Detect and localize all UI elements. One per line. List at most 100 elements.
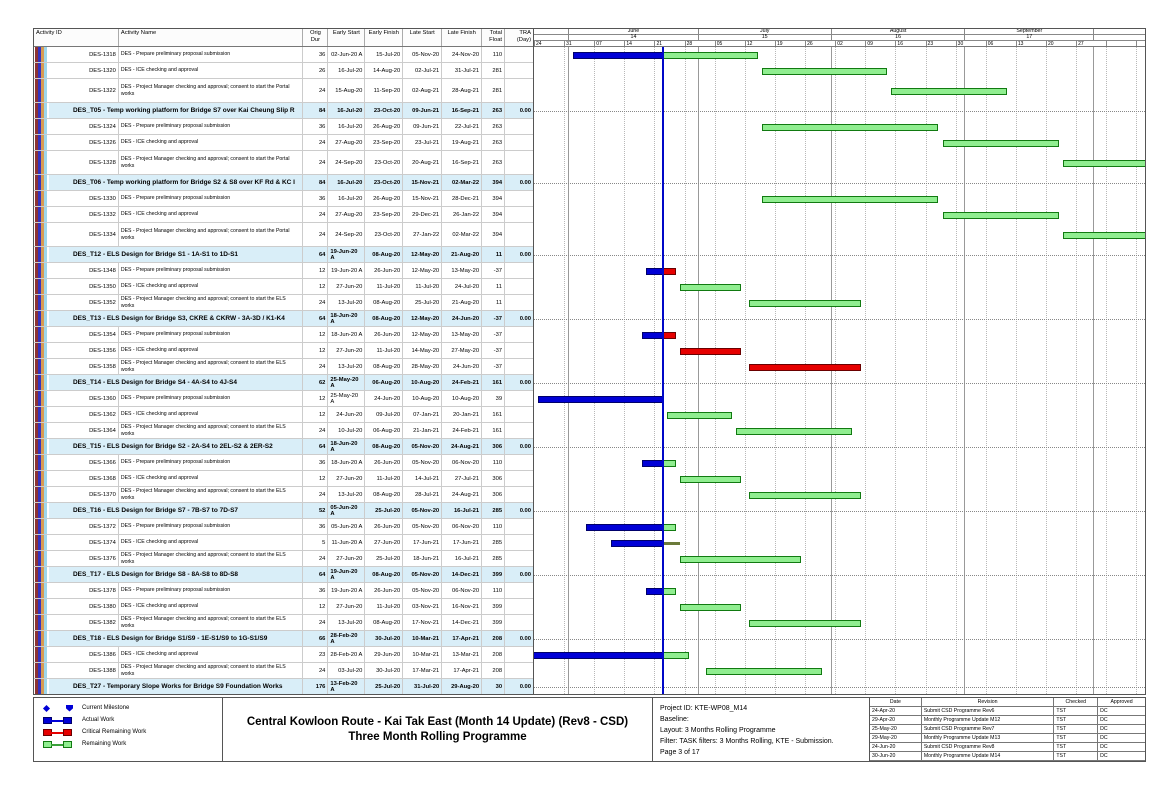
early-finish-value: 26-Jun-20: [365, 519, 404, 534]
orig-dur-value: 62: [303, 375, 329, 390]
tra-value: [505, 455, 533, 470]
gantt-row: [534, 63, 1145, 79]
late-finish-value: 24-Feb-21: [442, 423, 483, 438]
gantt-row: [534, 247, 1145, 263]
tra-value: [505, 263, 533, 278]
group-title: DES_T14 - ELS Design for Bridge S4 - 4A-…: [49, 375, 304, 390]
wbs-color-stripe: [34, 47, 49, 62]
early-start-value: 02-Jun-20 A: [328, 47, 366, 62]
tra-value: [505, 535, 533, 550]
total-float-value: 161: [482, 375, 506, 390]
activity-id: DES-1388: [49, 663, 119, 678]
orig-dur-value: 36: [303, 455, 329, 470]
column-header-tra: TRA (Day): [516, 30, 531, 43]
late-start-value: 05-Nov-20: [403, 519, 443, 534]
early-start-value: 18-Jun-20 A: [328, 455, 366, 470]
critical-bar: [663, 331, 676, 339]
revision-header-row: Date Revision Checked Approved: [870, 698, 1145, 707]
late-finish-value: 14-Dec-21: [442, 615, 483, 630]
table-row: DES-1334 DES - Project Manager checking a…: [34, 223, 533, 247]
activity-name: DES - Project Manager checking and appro…: [119, 295, 304, 310]
early-finish-value: 23-Oct-20: [365, 175, 404, 190]
early-finish-value: 06-Aug-20: [365, 423, 404, 438]
late-finish-value: 24-Nov-20: [442, 47, 483, 62]
orig-dur-value: 12: [303, 263, 329, 278]
table-row: DES-1360 DES - Prepare preliminary propos…: [34, 391, 533, 407]
total-float-value: 11: [482, 279, 506, 294]
wbs-color-stripe: [34, 439, 49, 454]
wbs-color-stripe: [34, 191, 49, 206]
timescale-month-label: July: [697, 29, 831, 35]
tra-value: 0.00: [519, 507, 531, 514]
activity-name: DES - Prepare preliminary proposal submi…: [119, 391, 304, 406]
gantt-row: [534, 647, 1145, 663]
early-start-value: 18-Jun-20 A: [328, 311, 366, 326]
late-finish-value: 24-Feb-21: [442, 375, 483, 390]
wbs-color-stripe: [34, 375, 49, 390]
tra-value: [505, 135, 533, 150]
revision-cell: Submit CSD Programme Rev8: [922, 743, 1055, 751]
late-start-value: 28-May-20: [403, 359, 443, 374]
gantt-rows: [534, 47, 1145, 694]
gantt-row: [534, 423, 1145, 439]
early-start-value: 28-Feb-20 A: [328, 631, 366, 646]
timescale-week-label: 23: [925, 41, 956, 46]
late-finish-value: 06-Nov-20: [442, 455, 483, 470]
group-title: DES_T15 - ELS Design for Bridge S2 - 2A-…: [49, 439, 304, 454]
early-start-value: 24-Jun-20: [328, 407, 366, 422]
orig-dur-value: 24: [303, 135, 329, 150]
late-finish-value: 13-May-20: [442, 263, 483, 278]
gantt-row: [534, 359, 1145, 375]
orig-dur-value: 5: [303, 535, 329, 550]
orig-dur-value: 24: [303, 663, 329, 678]
week-gridline: [744, 47, 746, 694]
total-float-value: 281: [482, 79, 506, 102]
revision-cell: TST: [1054, 734, 1099, 742]
orig-dur-value: 26: [303, 63, 329, 78]
wbs-color-stripe: [34, 455, 49, 470]
timescale-week-label: 27: [1076, 41, 1106, 46]
orig-dur-value: 36: [303, 583, 329, 598]
tra-value: [505, 471, 533, 486]
early-finish-value: 26-Jun-20: [365, 583, 404, 598]
late-finish-value: 21-Aug-20: [442, 295, 483, 310]
late-start-value: 05-Nov-20: [403, 47, 443, 62]
tra-value: [505, 279, 533, 294]
gantt-row: [534, 135, 1145, 151]
late-finish-value: 17-Apr-21: [442, 631, 483, 646]
column-header-total-float: Total Float: [482, 29, 506, 46]
late-start-value: 17-Nov-21: [403, 615, 443, 630]
total-float-value: -37: [482, 263, 506, 278]
orig-dur-value: 64: [303, 439, 329, 454]
gantt-row: [534, 471, 1145, 487]
total-float-value: -37: [482, 327, 506, 342]
activity-id: DES-1386: [49, 647, 119, 662]
wbs-color-stripe: [34, 343, 49, 358]
revision-cell: 24-Jun-20: [870, 743, 922, 751]
wbs-color-stripe: [34, 423, 49, 438]
late-start-value: 17-Jun-21: [403, 535, 443, 550]
late-finish-value: 16-Sep-21: [442, 151, 483, 174]
timescale-period-number: 15: [697, 35, 831, 41]
revision-row: 29-May-20 Monthly Programme Update M13 TST…: [870, 734, 1145, 743]
late-finish-value: 27-May-20: [442, 343, 483, 358]
late-finish-value: 06-Nov-20: [442, 583, 483, 598]
table-row: DES-1386 DES - ICE checking and approval 2…: [34, 647, 533, 663]
gantt-row: [534, 663, 1145, 679]
week-gridline: [1076, 47, 1078, 694]
timescale-month-label: October: [1093, 29, 1145, 35]
wbs-color-stripe: [34, 327, 49, 342]
late-finish-value: 17-Jun-21: [442, 535, 483, 550]
tra-value: [505, 151, 533, 174]
gantt-row: [534, 103, 1145, 119]
tra-value: 0.00: [519, 179, 531, 186]
gantt-row: [534, 615, 1145, 631]
early-start-value: 27-Jun-20: [328, 343, 366, 358]
remaining-bar: [749, 491, 861, 499]
late-finish-value: 24-Jun-20: [442, 359, 483, 374]
early-finish-value: 26-Jun-20: [365, 327, 404, 342]
wbs-color-stripe: [34, 663, 49, 678]
week-gridline: [955, 47, 957, 694]
group-title: DES_T27 - Temporary Slope Works for Brid…: [49, 679, 304, 694]
table-row: DES-1332 DES - ICE checking and approval 2…: [34, 207, 533, 223]
